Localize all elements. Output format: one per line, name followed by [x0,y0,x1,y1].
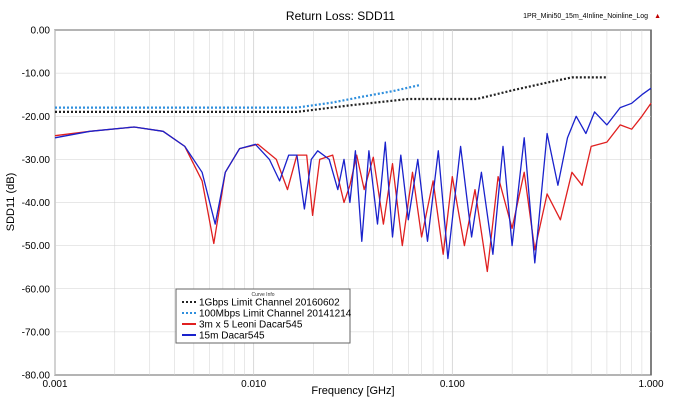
x-tick-label: 0.010 [241,379,266,390]
y-tick-label: -60.00 [22,284,51,295]
legend-label-100mbps: 100Mbps Limit Channel 20141214 [199,309,352,320]
y-axis-label: SDD11 (dB) [5,173,17,231]
y-tick-label: -40.00 [22,198,51,209]
y-tick-label: -10.00 [22,69,51,80]
y-tick-label: -20.00 [22,112,51,123]
legend-label-1gbps: 1Gbps Limit Channel 20160602 [199,298,340,309]
project-label-text: 1PR_Mini50_15m_4Inline_Noinline_Log [523,13,649,20]
marker-icon: ▲ [654,13,661,20]
chart-title: Return Loss: SDD11 [285,9,396,23]
legend-label-3m-leoni: 3m x 5 Leoni Dacar545 [199,320,303,331]
legend: Curve Info 1Gbps Limit Channel 20160602 … [175,288,352,344]
y-tick-label: 0.00 [31,26,51,37]
x-axis-label: Frequency [GHz] [311,385,394,397]
legend-label-15m-dacar: 15m Dacar545 [199,331,265,342]
series-layer [54,76,652,273]
y-tick-label: -80.00 [22,371,51,382]
y-tick-label: -30.00 [22,155,51,166]
x-tick-label: 0.100 [440,379,465,390]
project-label: 1PR_Mini50_15m_4Inline_Noinline_Log ▲ [523,13,661,20]
y-tick-label: -70.00 [22,327,51,338]
legend-box [175,288,351,344]
tick-layer: 0.00 -10.00 -20.00 -30.00 -40.00 -50.00 -60.00… [22,26,664,391]
legend-header: Curve Info [251,292,274,298]
x-tick-label: 0.001 [42,379,67,390]
series-line-100mbps-limit [55,84,420,109]
series-line-15m-dacar [54,87,652,264]
x-tick-label: 1.000 [638,379,663,390]
y-tick-label: -50.00 [22,241,51,252]
